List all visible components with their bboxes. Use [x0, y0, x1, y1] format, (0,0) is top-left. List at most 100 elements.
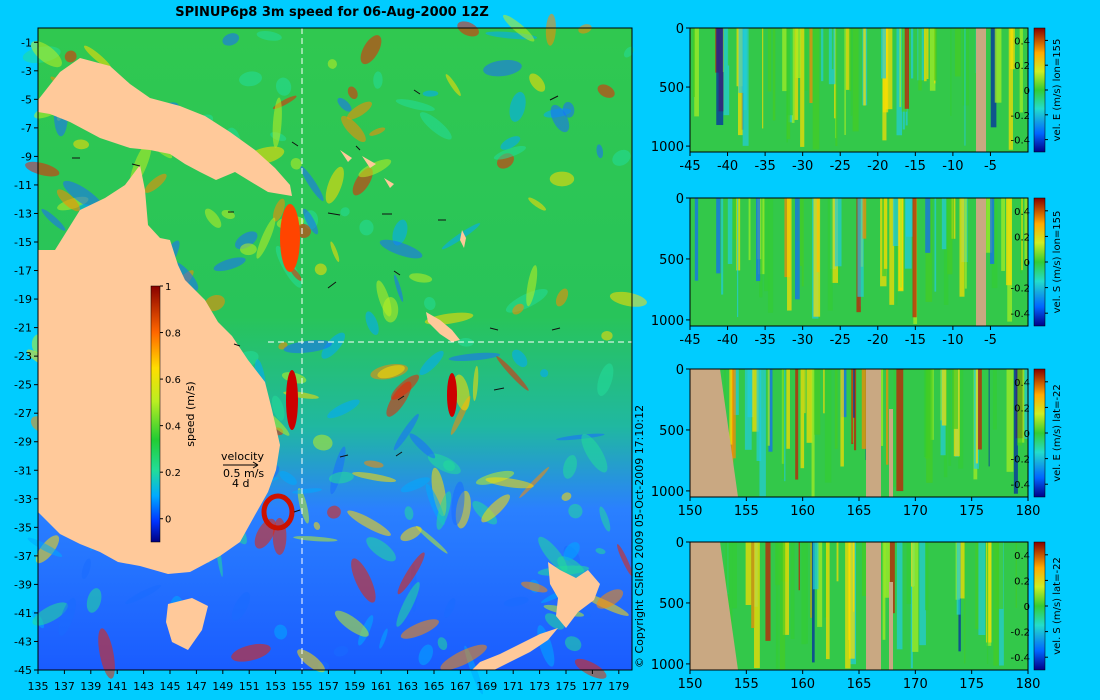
ocean-eddy: [400, 619, 439, 639]
map-lon-tick-label: 167: [450, 680, 471, 693]
ocean-eddy: [424, 296, 436, 311]
section-stripe: [896, 28, 903, 136]
map-lat-tick-label: -37: [14, 550, 32, 563]
ocean-eddy: [328, 471, 354, 484]
section-stripe: [1015, 542, 1017, 608]
ocean-eddy: [358, 159, 392, 178]
section-stripe: [901, 28, 908, 112]
section-colorbar-tick-label: 0.2: [1014, 403, 1030, 414]
section-stripe: [834, 198, 842, 267]
section-stripe: [804, 369, 806, 414]
section-stripe: [852, 542, 855, 612]
section-depth-tick-label: 0: [676, 192, 684, 207]
map-lon-tick-label: 175: [556, 680, 577, 693]
section-stripe: [912, 198, 917, 318]
section-stripe: [765, 542, 771, 641]
section-x-tick-label: 170: [903, 677, 928, 692]
section-stripe: [893, 369, 896, 488]
ocean-eddy: [445, 74, 461, 96]
ocean-eddy: [453, 374, 470, 411]
land-vanuatu: [460, 230, 466, 248]
section-stripe: [1019, 28, 1023, 113]
ocean-eddy: [274, 624, 288, 640]
section-stripe: [727, 198, 733, 264]
ocean-eddy: [312, 434, 333, 451]
ocean-eddy: [275, 77, 292, 96]
map-lon-tick-label: 173: [529, 680, 550, 693]
map-lat-tick-label: -3: [21, 65, 32, 78]
ocean-eddy: [334, 610, 369, 637]
ocean-eddy: [213, 257, 246, 272]
section-stripe: [882, 542, 886, 640]
section-colorbar-label: vel. E (m/s) lat=-22: [1052, 384, 1063, 482]
ocean-eddy: [359, 219, 374, 236]
section-x-tick-label: -20: [867, 333, 888, 348]
section-x-tick-label: 150: [678, 504, 703, 519]
map-lon-tick-label: 165: [424, 680, 445, 693]
section-colorbar-tick-label: -0.2: [1010, 455, 1030, 466]
section-colorbar-tick-label: 0.2: [1014, 61, 1030, 72]
ocean-eddy: [512, 349, 528, 368]
section-stripe: [884, 542, 890, 598]
section-stripe: [824, 369, 832, 483]
section-colorbar-tick-label: 0.4: [1014, 36, 1030, 47]
ocean-eddy: [519, 466, 550, 498]
section-stripe: [910, 542, 913, 669]
ocean-eddy: [364, 460, 384, 468]
ocean-eddy: [564, 636, 582, 652]
ocean-eddy: [493, 145, 526, 160]
section-stripe: [1021, 198, 1023, 271]
section-stripe: [747, 369, 754, 418]
map-lat-tick-label: -41: [14, 607, 32, 620]
section-stripe: [975, 369, 979, 464]
ocean-eddy: [500, 136, 521, 150]
section-stripe: [1017, 369, 1023, 446]
section-stripe: [692, 28, 695, 98]
ocean-eddy: [32, 602, 68, 626]
ocean-eddy: [279, 471, 297, 485]
ocean-eddy: [609, 291, 647, 307]
section-stripe: [782, 369, 784, 479]
ocean-eddy: [404, 506, 414, 521]
ocean-eddy: [204, 208, 222, 228]
section-stripe: [947, 198, 953, 275]
ocean-eddy: [86, 588, 102, 613]
section-stripe: [889, 542, 895, 614]
section-stripe: [941, 198, 947, 250]
map-panel: SPINUP6p8 3m speed for 06-Aug-2000 12Z 1…: [14, 5, 647, 695]
ocean-eddy: [557, 556, 586, 579]
map-lat-tick-label: -39: [14, 578, 32, 591]
section-stripe: [748, 198, 751, 261]
section-stripe: [1024, 369, 1030, 439]
ocean-eddy: [272, 97, 282, 148]
ocean-eddy: [330, 241, 340, 262]
map-lat-tick-label: -33: [14, 493, 32, 506]
land-new-zealand-south: [472, 628, 558, 670]
section-stripe: [925, 198, 931, 253]
map-lon-tick-label: 159: [344, 680, 365, 693]
section-stripe: [821, 28, 824, 82]
section-x-tick-label: -25: [830, 333, 851, 348]
ocean-eddy: [231, 592, 251, 621]
ocean-eddy: [283, 340, 332, 354]
map-title: SPINUP6p8 3m speed for 06-Aug-2000 12Z: [175, 5, 489, 20]
ocean-eddy: [556, 433, 605, 441]
ocean-eddy: [481, 494, 511, 523]
section-stripe: [948, 369, 952, 466]
section-depth-tick-label: 500: [659, 597, 684, 612]
section-stripe: [861, 369, 869, 449]
section-stripe: [904, 28, 910, 109]
map-colorbar-tick-label: 0.4: [165, 422, 181, 433]
section-stripe: [986, 542, 992, 643]
section-colorbar: [1033, 27, 1046, 153]
ocean-eddy: [409, 273, 433, 283]
section-stripe: [806, 542, 808, 644]
section-panel-4: 0 500 1000 150 155 160 165 170 175 180 0.4 0.2 0 -0.2…: [651, 536, 1063, 692]
section-stripe: [840, 369, 844, 467]
ocean-eddy: [125, 584, 162, 604]
ocean-eddy: [297, 487, 309, 524]
ocean-eddy: [321, 332, 346, 359]
section-x-tick-label: 160: [790, 677, 815, 692]
land-tasmania: [166, 598, 208, 650]
